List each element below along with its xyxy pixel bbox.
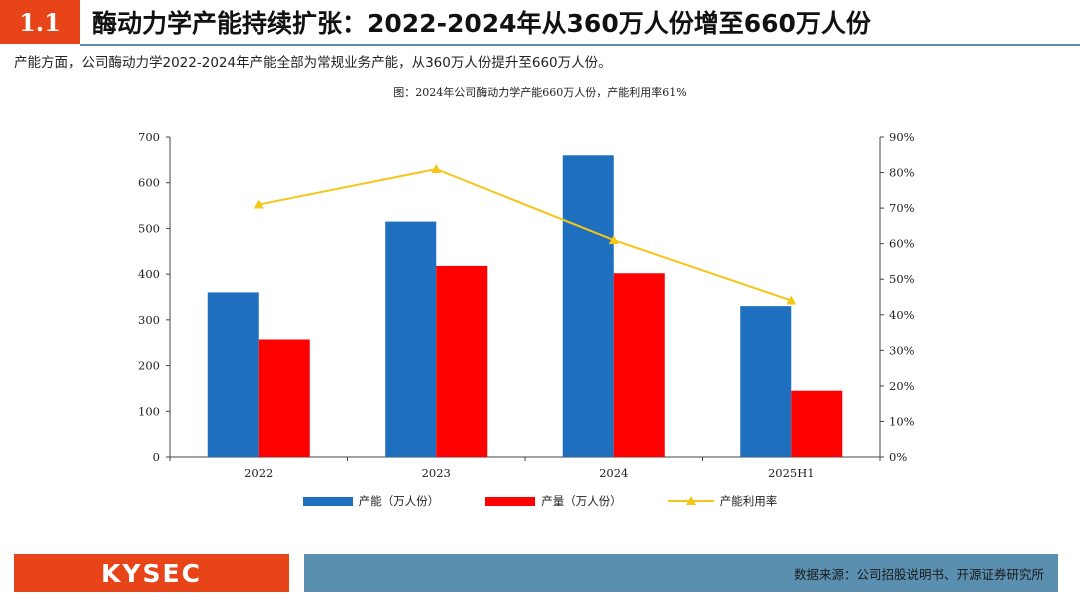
y-tick-label-right: 40% xyxy=(889,308,915,322)
bar-capacity xyxy=(562,155,614,457)
section-number: 1.1 xyxy=(0,0,80,44)
chart-title: 图：2024年公司酶动力学产能660万人份，产能利用率61% xyxy=(393,86,687,99)
bar-output xyxy=(791,390,843,457)
y-tick-label-right: 30% xyxy=(889,343,915,357)
data-source-text: 数据来源：公司招股说明书、开源证券研究所 xyxy=(793,566,1044,582)
y-tick-label-left: 100 xyxy=(138,404,160,418)
bar-output xyxy=(258,339,310,457)
legend-item-output: 产量（万人份） xyxy=(485,493,622,509)
legend-swatch-utilization xyxy=(667,496,714,506)
utilization-line xyxy=(258,167,792,302)
bar-capacity xyxy=(207,292,259,457)
y-tick-label-right: 20% xyxy=(889,379,915,393)
y-tick-label-right: 90% xyxy=(889,130,915,144)
kysec-logo: KYSEC xyxy=(14,554,289,592)
y-tick-label-left: 600 xyxy=(138,176,160,190)
utilization-marker xyxy=(608,235,619,245)
data-source-bar: 数据来源：公司招股说明书、开源证券研究所 xyxy=(304,554,1058,592)
legend-label-capacity: 产能（万人份） xyxy=(358,494,440,508)
legend-item-utilization: 产能利用率 xyxy=(667,493,778,509)
utilization-marker xyxy=(253,199,264,209)
x-tick-label: 2023 xyxy=(422,466,451,480)
legend-item-capacity: 产能（万人份） xyxy=(302,493,440,509)
legend-label-utilization: 产能利用率 xyxy=(719,494,778,508)
utilization-marker xyxy=(431,164,442,173)
bar-output xyxy=(436,265,488,457)
utilization-marker xyxy=(786,295,797,305)
y-tick-label-left: 0 xyxy=(153,450,160,464)
y-tick-label-right: 50% xyxy=(889,272,915,286)
page-title: 酶动力学产能持续扩张：2022-2024年从360万人份增至660万人份 xyxy=(92,9,871,38)
x-tick-label: 2024 xyxy=(599,466,628,480)
bar-output xyxy=(613,273,665,457)
y-tick-label-right: 0% xyxy=(889,450,907,464)
y-tick-label-right: 80% xyxy=(889,166,915,180)
y-tick-label-left: 700 xyxy=(138,130,160,144)
chart-legend: 产能（万人份） 产量（万人份） 产能利用率 xyxy=(0,493,1080,509)
x-tick-label: 2022 xyxy=(244,466,273,480)
y-tick-label-right: 10% xyxy=(889,414,915,428)
combo-chart: 0 100 200 300 400 500 600 700 0% 10% 20% 30% 40% 50% 6… xyxy=(138,130,915,480)
y-tick-label-left: 500 xyxy=(138,221,160,235)
y-tick-label-right: 70% xyxy=(889,201,915,215)
x-tick-label: 2025H1 xyxy=(768,466,815,480)
y-tick-label-left: 200 xyxy=(138,359,160,373)
header-divider xyxy=(80,44,1080,46)
legend-swatch-output xyxy=(485,496,536,506)
bar-capacity xyxy=(385,221,437,457)
y-tick-label-left: 400 xyxy=(138,267,160,281)
legend-label-output: 产量（万人份） xyxy=(541,494,622,508)
legend-swatch-capacity xyxy=(302,496,353,506)
bar-capacity xyxy=(740,306,792,457)
y-tick-label-left: 300 xyxy=(138,313,160,327)
y-tick-label-right: 60% xyxy=(889,237,915,251)
subtitle-text: 产能方面，公司酶动力学2022-2024年产能全部为常规业务产能，从360万人份… xyxy=(14,55,612,71)
